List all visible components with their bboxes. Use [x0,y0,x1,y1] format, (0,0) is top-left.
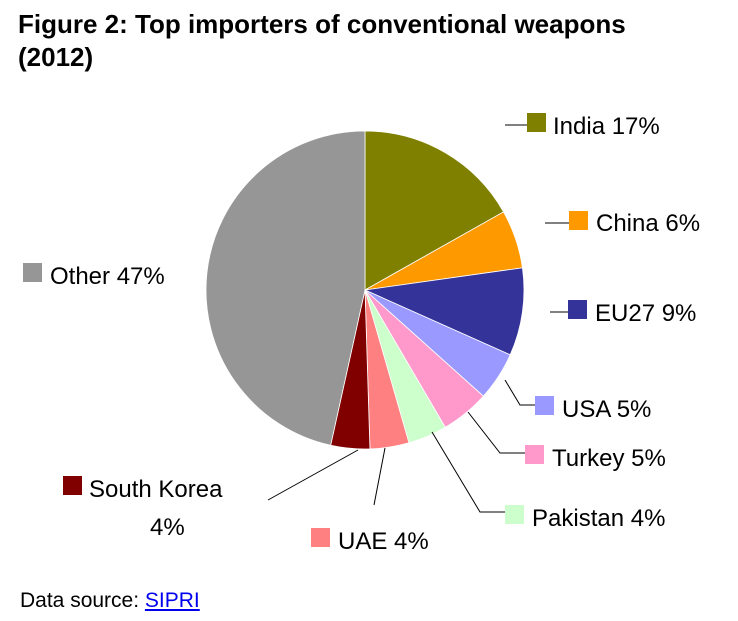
leader-line-uae [373,447,386,506]
slice-label-pakistan: Pakistan 4% [532,505,665,532]
slice-label-other: Other 47% [50,263,165,290]
pie-slice-eu27 [363,267,525,356]
chart-title: Figure 2: Top importers of conventional … [18,8,730,74]
legend-swatch-uae [311,528,330,547]
legend-swatch-south-korea [63,476,82,495]
slice-label-china: China 6% [596,210,700,237]
leader-lines [267,124,569,513]
legend-swatch-pakistan [505,505,524,524]
legend-swatch-turkey [525,445,544,464]
sipri-link[interactable]: SIPRI [144,589,200,612]
slice-label-uae: UAE 4% [338,528,429,555]
slice-labels: India 17% China 6% EU27 9% USA 5% Turkey 5% P… [23,113,700,555]
pie-slice-other [205,130,366,446]
chart-title-main: Figure 2: Top importers of conventional … [18,9,626,39]
legend-swatch-china [569,211,588,230]
data-source: Data source: SIPRI [20,588,200,614]
leader-line-south-korea [267,449,359,501]
leader-line-pakistan [431,431,505,513]
legend-swatch-usa [535,396,554,415]
leader-line-turkey [467,411,525,454]
slice-label-south-korea: South Korea [89,476,223,503]
pie-slices [205,130,525,450]
legend-swatch-other [23,263,42,282]
slice-label-india: India 17% [553,113,660,140]
slice-label-eu27: EU27 9% [595,300,696,327]
data-source-prefix: Data source: [20,589,145,612]
chart-title-year: (2012) [18,42,94,72]
leader-line-usa [504,379,535,406]
legend-swatch-eu27 [568,300,587,319]
slice-label-usa: USA 5% [562,396,651,423]
legend-swatch-india [527,113,546,132]
slice-label-turkey: Turkey 5% [552,445,666,472]
pie-slice-india [364,130,505,291]
slice-label-south-korea-value: 4% [150,514,185,541]
